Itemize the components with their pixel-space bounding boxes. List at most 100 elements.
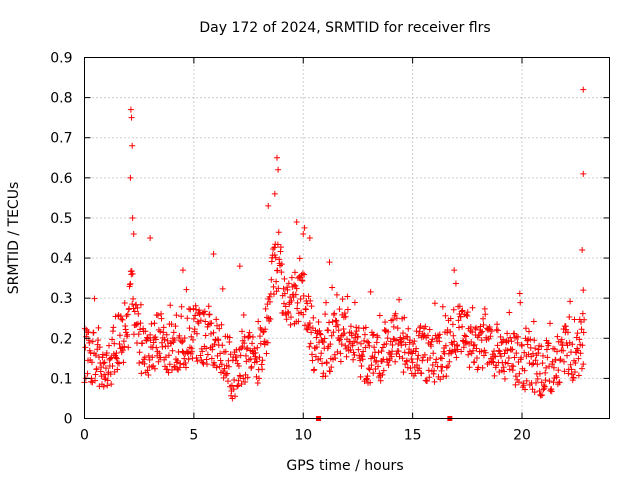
data-point <box>294 299 301 306</box>
data-point <box>555 367 562 374</box>
data-point <box>294 305 301 312</box>
x-axis-label: GPS time / hours <box>286 458 403 474</box>
data-point <box>121 299 128 306</box>
data-point <box>493 326 500 333</box>
data-point <box>351 338 357 345</box>
data-point <box>208 320 215 327</box>
data-point <box>401 314 408 321</box>
data-point <box>532 357 539 364</box>
data-point <box>505 360 511 367</box>
data-point <box>337 358 344 365</box>
data-point <box>443 364 450 371</box>
data-point <box>357 357 364 364</box>
data-point <box>208 355 215 362</box>
data-point <box>461 332 468 339</box>
data-point <box>495 347 502 354</box>
data-point <box>470 342 477 349</box>
data-point <box>455 317 462 324</box>
data-point <box>433 356 440 363</box>
data-point <box>186 325 193 332</box>
data-point <box>579 247 586 254</box>
data-point <box>114 366 121 373</box>
data-point <box>375 349 382 356</box>
data-point <box>442 312 449 319</box>
data-point <box>313 344 320 350</box>
data-point <box>545 340 552 347</box>
data-point <box>162 363 168 370</box>
data-point <box>110 324 117 331</box>
data-point <box>217 350 224 357</box>
data-point <box>358 363 365 370</box>
data-point <box>183 286 190 293</box>
data-point <box>237 373 244 380</box>
data-point <box>571 316 578 323</box>
data-point <box>350 349 357 356</box>
data-point <box>309 357 316 364</box>
data-point <box>109 363 116 370</box>
data-point <box>129 142 136 149</box>
data-point <box>570 374 577 381</box>
data-point <box>165 343 172 350</box>
data-point <box>130 230 137 237</box>
data-point <box>580 287 587 294</box>
data-point <box>566 314 573 321</box>
data-point <box>224 370 231 377</box>
data-point <box>358 340 364 347</box>
data-point <box>410 340 417 347</box>
data-point <box>134 304 141 311</box>
y-axis-label: SRMTID / TECUs <box>6 182 22 295</box>
data-point <box>400 369 407 376</box>
data-point <box>409 359 416 366</box>
data-point <box>463 311 470 318</box>
data-point <box>194 358 201 365</box>
data-point <box>514 339 521 346</box>
data-point <box>528 353 535 360</box>
data-point <box>422 323 429 330</box>
data-point <box>458 348 465 355</box>
data-point <box>240 312 247 319</box>
data-point <box>255 318 262 325</box>
data-point <box>373 339 380 346</box>
data-point <box>87 349 94 356</box>
data-point <box>123 312 130 319</box>
data-point <box>125 344 132 351</box>
data-point <box>477 329 484 336</box>
data-point <box>102 365 109 372</box>
data-point <box>326 368 333 375</box>
data-point <box>488 328 495 335</box>
data-point <box>305 293 312 300</box>
data-point <box>131 308 138 315</box>
data-point <box>98 373 105 380</box>
data-point <box>284 286 291 293</box>
data-point <box>204 361 210 368</box>
data-point <box>468 350 475 357</box>
data-point <box>329 318 336 325</box>
data-point <box>333 291 340 298</box>
data-point <box>176 332 183 339</box>
data-point <box>540 352 546 359</box>
data-point <box>473 345 480 352</box>
data-point <box>147 337 154 344</box>
data-point <box>262 326 269 333</box>
data-point <box>202 318 209 325</box>
data-point <box>459 307 466 314</box>
data-point <box>101 371 108 378</box>
data-point <box>515 379 522 386</box>
data-point <box>456 303 463 310</box>
data-point <box>307 297 314 304</box>
data-point <box>459 323 466 330</box>
data-point <box>362 344 369 351</box>
data-point <box>383 340 390 347</box>
data-point <box>259 366 266 373</box>
data-point <box>116 332 123 339</box>
data-point <box>148 320 155 327</box>
data-point <box>425 367 432 374</box>
data-point <box>564 329 571 336</box>
data-point <box>225 378 231 385</box>
data-point <box>517 299 524 306</box>
data-point <box>197 352 204 359</box>
data-point <box>259 357 266 364</box>
data-point <box>285 310 292 317</box>
data-point <box>202 332 209 339</box>
data-point <box>326 259 333 266</box>
